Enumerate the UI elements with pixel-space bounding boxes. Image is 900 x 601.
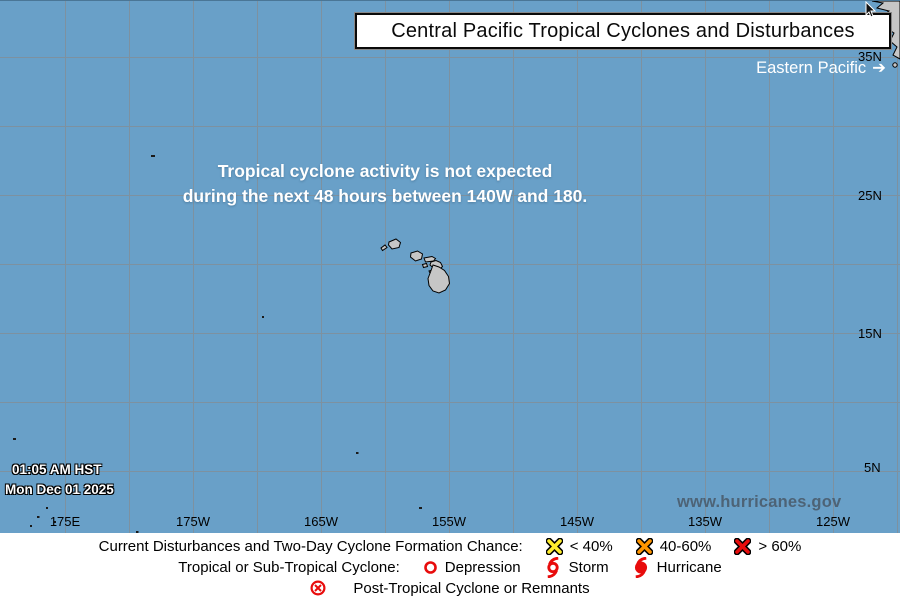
outlook-message-line1: Tropical cyclone activity is not expecte…: [217, 161, 553, 181]
legend-item-hurricane: Hurricane: [632, 556, 722, 578]
legend-bar: Current Disturbances and Two-Day Cyclone…: [0, 533, 900, 601]
legend-row-cyclone-class: Tropical or Sub-Tropical Cyclone: Depres…: [0, 556, 900, 578]
lon-label-145w: 145W: [560, 514, 594, 529]
lon-label-175w: 175W: [176, 514, 210, 529]
page-title: Central Pacific Tropical Cyclones and Di…: [355, 13, 891, 49]
x-orange-icon: [635, 537, 653, 555]
eastern-pacific-link[interactable]: Eastern Pacific ➔: [756, 58, 886, 78]
legend-item-label: 40-60%: [659, 537, 712, 555]
arrow-right-icon: ➔: [872, 59, 886, 77]
outlook-message-line2: during the next 48 hours between 140W an…: [182, 186, 588, 206]
x-red-icon: [734, 537, 752, 555]
legend-item-label: < 40%: [569, 537, 613, 555]
legend-item-gt60: > 60%: [734, 537, 802, 555]
timestamp-date: Mon Dec 01 2025: [5, 482, 114, 497]
timestamp-time: 01:05 AM HST: [12, 462, 102, 477]
lon-label-125w: 125W: [816, 514, 850, 529]
minor-islands: [13, 155, 422, 533]
legend-item-storm: Storm: [544, 556, 609, 578]
circle-x-icon: [310, 580, 326, 596]
legend-item-40-60: 40-60%: [635, 537, 712, 555]
formation-chance-label: Current Disturbances and Two-Day Cyclone…: [98, 537, 523, 555]
hurricanes-gov-watermark: www.hurricanes.gov: [677, 493, 842, 511]
mouse-cursor-icon: [865, 1, 877, 18]
lat-label-15n: 15N: [858, 326, 882, 342]
lon-label-165w: 165W: [304, 514, 338, 529]
legend-item-label: > 60%: [758, 537, 802, 555]
lon-label-175e: 175E: [49, 514, 81, 529]
pacific-map[interactable]: 35N 25N 15N 5N 175E 175W 165W 155W 145W …: [0, 0, 900, 533]
legend-row-post-tropical: Post-Tropical Cyclone or Remnants: [0, 578, 900, 598]
lat-label-25n: 25N: [858, 188, 882, 204]
hawaiian-islands: [380, 238, 451, 294]
cyclone-class-label: Tropical or Sub-Tropical Cyclone:: [178, 558, 400, 576]
legend-item-depression: Depression: [423, 559, 521, 576]
legend-item-label: Storm: [568, 558, 609, 576]
lon-label-155w: 155W: [432, 514, 466, 529]
map-graphics: [13, 1, 900, 533]
legend-item-label: Depression: [444, 558, 521, 576]
lat-label-35n: 35N: [858, 49, 882, 65]
depression-circle-icon: [423, 560, 437, 574]
lon-label-135w: 135W: [688, 514, 722, 529]
lat-label-5n: 5N: [864, 460, 881, 476]
storm-spiral-icon: [547, 556, 559, 578]
legend-row-formation-chance: Current Disturbances and Two-Day Cyclone…: [0, 536, 900, 556]
legend-item-lt40: < 40%: [545, 537, 613, 555]
outlook-message: Tropical cyclone activity is not expecte…: [100, 159, 670, 209]
issuance-timestamp: 01:05 AM HST Mon Dec 01 2025: [5, 460, 114, 500]
x-yellow-icon: [545, 537, 563, 555]
post-tropical-label: Post-Tropical Cyclone or Remnants: [353, 579, 590, 597]
coastal-islet: [892, 62, 898, 68]
hurricane-spiral-icon: [634, 556, 647, 578]
legend-item-label: Hurricane: [656, 558, 722, 576]
eastern-pacific-label: Eastern Pacific: [756, 58, 867, 77]
